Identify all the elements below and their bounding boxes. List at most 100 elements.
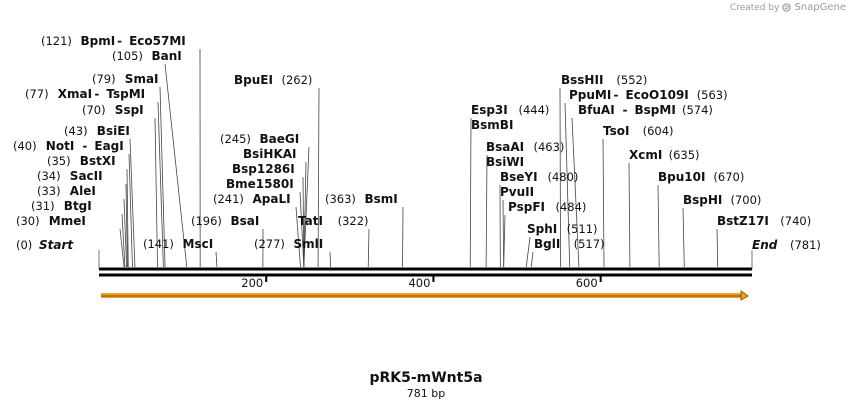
site-name[interactable]: SmlI bbox=[294, 237, 324, 251]
site-leader-line bbox=[128, 153, 133, 268]
site-name[interactable]: BtgI bbox=[64, 199, 92, 213]
site-name[interactable]: MscI bbox=[183, 237, 214, 251]
site-name[interactable]: BanI bbox=[152, 49, 182, 63]
site-name[interactable]: XmaI bbox=[58, 87, 92, 101]
site-name[interactable]: AleI bbox=[70, 184, 96, 198]
site-name[interactable]: ApaLI bbox=[253, 192, 291, 206]
site-name[interactable]: SspI bbox=[115, 103, 144, 117]
site-bsaai[interactable]: BsaAI (463) bbox=[486, 140, 564, 154]
site-bseyi[interactable]: BseYI (480) bbox=[500, 170, 578, 184]
site-position: (563) bbox=[697, 88, 728, 102]
site-tati[interactable]: TatI (322) bbox=[298, 214, 369, 228]
site-bsshii[interactable]: BssHII (552) bbox=[561, 73, 647, 87]
site-leader-line bbox=[295, 206, 301, 268]
site-name[interactable]: SphI bbox=[527, 222, 557, 236]
site-apali[interactable]: (241) ApaLI bbox=[213, 192, 291, 206]
site-tsoi[interactable]: TsoI (604) bbox=[603, 124, 674, 138]
site-bsiei[interactable]: (43) BsiEI bbox=[64, 124, 130, 138]
site-name[interactable]: BsiWI bbox=[486, 155, 524, 169]
site-leader-line bbox=[571, 117, 580, 268]
feature-arrow[interactable] bbox=[101, 290, 749, 301]
site-name[interactable]: Esp3I bbox=[471, 103, 508, 117]
feature-arrow-head[interactable] bbox=[740, 290, 749, 301]
site-name[interactable]: BstZ17I bbox=[717, 214, 769, 228]
site-name[interactable]: TsoI bbox=[603, 124, 629, 138]
site-name[interactable]: BsmI bbox=[365, 192, 398, 206]
site-position: (79) bbox=[92, 72, 116, 86]
site-bani[interactable]: (105) BanI bbox=[112, 49, 182, 63]
site-name[interactable]: BspHI bbox=[683, 193, 722, 207]
site-name[interactable]: BsaAI bbox=[486, 140, 524, 154]
site-name[interactable]: BsiEI bbox=[97, 124, 130, 138]
start-position: (0) bbox=[16, 238, 32, 252]
site-bpmi[interactable]: (121) BpmI - Eco57MI bbox=[41, 34, 186, 48]
site-bstz17i[interactable]: BstZ17I (740) bbox=[717, 214, 811, 228]
site-alei[interactable]: (33) AleI bbox=[37, 184, 96, 198]
site-leader-line bbox=[121, 213, 126, 268]
site-bstxi[interactable]: (35) BstXI bbox=[47, 154, 116, 168]
site-separator: - bbox=[117, 34, 122, 48]
site-leader-line bbox=[657, 184, 660, 268]
site-name[interactable]: Bsp1286I bbox=[232, 162, 295, 176]
site-baegi[interactable]: (245) BaeGI bbox=[220, 132, 299, 146]
site-partner-name[interactable]: TspMI bbox=[106, 87, 145, 101]
site-ppumi[interactable]: PpuMI - EcoO109I (563) bbox=[569, 88, 728, 102]
site-xmai[interactable]: (77) XmaI - TspMI bbox=[25, 87, 145, 101]
site-name[interactable]: BaeGI bbox=[260, 132, 300, 146]
site-msci[interactable]: (141) MscI bbox=[143, 237, 213, 251]
site-name[interactable]: SmaI bbox=[125, 72, 159, 86]
site-name[interactable]: XcmI bbox=[629, 148, 662, 162]
site-bsphi[interactable]: BspHI (700) bbox=[683, 193, 761, 207]
site-leader-line bbox=[564, 102, 571, 268]
site-name[interactable]: Bme1580I bbox=[226, 177, 294, 191]
site-name[interactable]: Bpu10I bbox=[658, 170, 705, 184]
site-bme1580i[interactable]: Bme1580I bbox=[226, 177, 294, 191]
site-name[interactable]: BseYI bbox=[500, 170, 538, 184]
site-bsihkai[interactable]: BsiHKAI bbox=[243, 147, 297, 161]
site-name[interactable]: NotI bbox=[46, 139, 75, 153]
site-bpuei[interactable]: BpuEI (262) bbox=[234, 73, 312, 87]
site-bfuai[interactable]: BfuAI - BspMI (574) bbox=[578, 103, 713, 117]
site-position: (635) bbox=[669, 148, 700, 162]
site-name[interactable]: PspFI bbox=[508, 200, 545, 214]
site-name[interactable]: MmeI bbox=[49, 214, 86, 228]
site-name[interactable]: BstXI bbox=[80, 154, 116, 168]
site-sspi[interactable]: (70) SspI bbox=[82, 103, 144, 117]
site-pspfi[interactable]: PspFI (484) bbox=[508, 200, 586, 214]
site-bsp1286i[interactable]: Bsp1286I bbox=[232, 162, 295, 176]
site-bsmi[interactable]: (363) BsmI bbox=[325, 192, 398, 206]
site-sphi[interactable]: SphI (511) bbox=[527, 222, 598, 236]
site-bsiwi[interactable]: BsiWI bbox=[486, 155, 524, 169]
site-name[interactable]: BglI bbox=[534, 237, 560, 251]
site-sacii[interactable]: (34) SacII bbox=[37, 169, 103, 183]
site-esp3i[interactable]: Esp3I (444) bbox=[471, 103, 549, 117]
site-partner-name[interactable]: Eco57MI bbox=[129, 34, 186, 48]
site-smai[interactable]: (79) SmaI bbox=[92, 72, 159, 86]
site-pvuii[interactable]: PvuII bbox=[500, 185, 534, 199]
site-bpu10i[interactable]: Bpu10I (670) bbox=[658, 170, 744, 184]
site-noti[interactable]: (40) NotI - EagI bbox=[13, 139, 124, 153]
site-name[interactable]: BsmBI bbox=[471, 118, 513, 132]
site-leader-line bbox=[716, 228, 719, 268]
site-name[interactable]: PvuII bbox=[500, 185, 534, 199]
site-partner-name[interactable]: EcoO109I bbox=[626, 88, 689, 102]
site-name[interactable]: BsaI bbox=[231, 214, 260, 228]
site-bgli[interactable]: BglI (517) bbox=[534, 237, 605, 251]
site-name[interactable]: PpuMI bbox=[569, 88, 611, 102]
site-bsmbi[interactable]: BsmBI bbox=[471, 118, 513, 132]
site-name[interactable]: BsiHKAI bbox=[243, 147, 297, 161]
site-partner-name[interactable]: EagI bbox=[94, 139, 123, 153]
site-btgi[interactable]: (31) BtgI bbox=[31, 199, 92, 213]
site-smli[interactable]: (277) SmlI bbox=[254, 237, 323, 251]
site-mmei[interactable]: (30) MmeI bbox=[16, 214, 86, 228]
site-bsai[interactable]: (196) BsaI bbox=[191, 214, 259, 228]
site-name[interactable]: SacII bbox=[70, 169, 103, 183]
site-name[interactable]: BpmI bbox=[81, 34, 116, 48]
site-xcmi[interactable]: XcmI (635) bbox=[629, 148, 700, 162]
start-label: Start bbox=[39, 238, 74, 252]
site-name[interactable]: BfuAI bbox=[578, 103, 615, 117]
site-name[interactable]: BssHII bbox=[561, 73, 603, 87]
site-name[interactable]: BpuEI bbox=[234, 73, 273, 87]
site-name[interactable]: TatI bbox=[298, 214, 323, 228]
site-partner-name[interactable]: BspMI bbox=[635, 103, 676, 117]
